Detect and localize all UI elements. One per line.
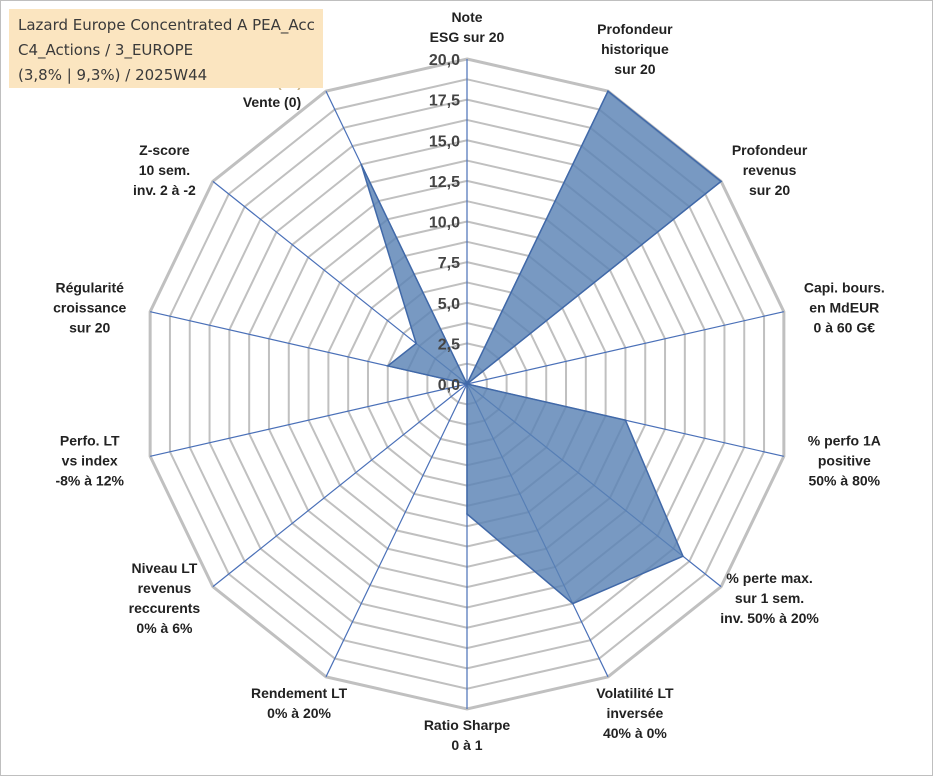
axis-label: revenus <box>743 162 797 178</box>
axis-label: inversée <box>606 705 663 721</box>
axis-label: ESG sur 20 <box>430 29 505 45</box>
axis-label-group: % perfo 1A positive 50% à 80% <box>808 432 881 488</box>
axis-label: 50% à 80% <box>808 472 880 488</box>
tick-label: 0,0 <box>438 377 460 394</box>
radar-tick-labels: 0,0 2,5 5,0 7,5 10,0 12,5 15,0 17,5 20,0 <box>429 52 460 394</box>
series-area <box>360 90 723 605</box>
axis-label: inv. 2 à -2 <box>133 182 196 198</box>
series-point <box>624 419 627 421</box>
axis-label-group: Perfo. LT vs index -8% à 12% <box>55 432 124 488</box>
axis-label: 0% à 20% <box>267 705 331 721</box>
axis-label: 0 à 1 <box>451 737 482 753</box>
axis-label: croissance <box>53 300 126 316</box>
axis-label: Z-score <box>139 142 190 158</box>
axis-label: sur 20 <box>614 61 655 77</box>
axis-label: Vente (0) <box>243 94 301 110</box>
axis-spoke <box>325 383 468 678</box>
axis-label-group: Rendement LT 0% à 20% <box>251 685 348 721</box>
series-point <box>571 602 574 605</box>
axis-label: revenus <box>138 580 192 596</box>
axis-label: Niveau LT <box>131 560 197 576</box>
axis-label: Perfo. LT <box>60 432 120 448</box>
axis-label: 10 sem. <box>139 162 190 178</box>
series-point <box>607 90 609 92</box>
tick-label: 10,0 <box>429 215 460 232</box>
axis-label-group: Ratio Sharpe 0 à 1 <box>424 717 511 753</box>
title-line-3: (3,8% | 9,3%) / 2025W44 <box>18 66 208 84</box>
axis-label: Note <box>451 9 482 25</box>
axis-label: 0% à 6% <box>136 620 193 636</box>
axis-label-group: Capi. bours. en MdEUR 0 à 60 G€ <box>804 280 885 336</box>
axis-label: Régularité <box>55 280 124 296</box>
axis-label: sur 20 <box>749 182 790 198</box>
axis-label: 40% à 0% <box>603 725 667 741</box>
tick-label: 17,5 <box>429 93 460 110</box>
axis-label-group: Note ESG sur 20 <box>430 9 505 45</box>
radar-series <box>360 90 723 605</box>
axis-spoke <box>212 383 468 588</box>
axis-label: positive <box>818 452 871 468</box>
tick-label: 20,0 <box>429 52 460 69</box>
axis-spoke <box>466 311 784 385</box>
axis-label: % perfo 1A <box>808 432 881 448</box>
axis-label: sur 20 <box>69 320 110 336</box>
axis-label: % perte max. <box>726 570 812 586</box>
title-line-2: C4_Actions / 3_EUROPE <box>18 41 194 59</box>
axis-label: Profondeur <box>597 21 673 37</box>
axis-label: historique <box>601 41 669 57</box>
tick-label: 12,5 <box>429 174 460 191</box>
axis-label-group: % perte max. sur 1 sem. inv. 50% à 20% <box>720 570 819 626</box>
axis-label-group: Volatilité LT inversée 40% à 0% <box>596 685 674 741</box>
tick-label: 7,5 <box>438 255 460 272</box>
axis-label: -8% à 12% <box>55 472 124 488</box>
tick-label: 15,0 <box>429 133 460 150</box>
axis-label: reccurents <box>129 600 201 616</box>
series-point <box>360 163 363 166</box>
tick-label: 2,5 <box>438 336 460 353</box>
axis-label: Ratio Sharpe <box>424 717 511 733</box>
title-line-1: Lazard Europe Concentrated A PEA_Acc <box>18 16 315 34</box>
title-box: Lazard Europe Concentrated A PEA_Acc C4_… <box>9 9 323 88</box>
axis-label: Capi. bours. <box>804 280 885 296</box>
axis-label: Rendement LT <box>251 685 348 701</box>
axis-label-group: Profondeur historique sur 20 <box>597 21 673 77</box>
axis-label: vs index <box>62 452 118 468</box>
series-point <box>386 365 389 367</box>
axis-label: inv. 50% à 20% <box>720 610 819 626</box>
axis-label-group: Niveau LT revenus reccurents 0% à 6% <box>129 560 201 636</box>
tick-label: 5,0 <box>438 296 460 313</box>
axis-label-group: Régularité croissance sur 20 <box>53 280 126 336</box>
axis-label-group: Profondeur revenus sur 20 <box>732 142 808 198</box>
series-point <box>682 555 684 558</box>
series-point <box>415 342 417 345</box>
axis-label: 0 à 60 G€ <box>814 320 876 336</box>
axis-spoke <box>150 383 468 457</box>
axis-label: en MdEUR <box>809 300 879 316</box>
axis-label: sur 1 sem. <box>735 590 804 606</box>
series-point <box>466 513 468 515</box>
axis-label: Volatilité LT <box>596 685 674 701</box>
axis-label: Profondeur <box>732 142 808 158</box>
axis-label-group: Z-score 10 sem. inv. 2 à -2 <box>133 142 196 198</box>
series-point <box>466 383 468 385</box>
series-point <box>720 180 722 183</box>
